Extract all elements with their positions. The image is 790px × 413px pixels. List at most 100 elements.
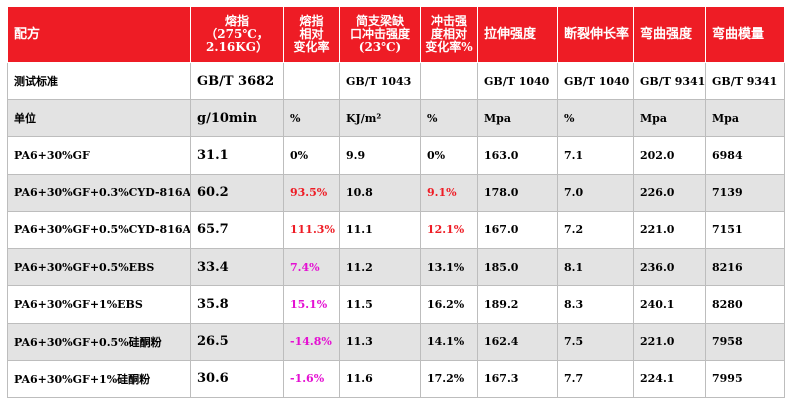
- cell-flex-modulus: 8280: [705, 285, 785, 324]
- table-row: PA6+30%GF+0.3%CYD-816A 60.2 93.5% 10.8 9…: [7, 173, 785, 212]
- cell-mfi: g/10min: [190, 99, 284, 138]
- table-row: PA6+30%GF+0.5%CYD-816A 65.7 111.3% 11.1 …: [7, 210, 785, 250]
- cell-mfi-change: -14.8%: [283, 322, 340, 361]
- cell-impact: 9.9: [339, 136, 421, 175]
- cell-formula: PA6+30%GF+0.5%CYD-816A: [7, 210, 191, 250]
- cell-mfi: 33.4: [190, 248, 284, 287]
- cell-formula: 测试标准: [7, 61, 191, 101]
- cell-mfi: 31.1: [190, 136, 284, 175]
- cell-mfi-change: 7.4%: [283, 248, 340, 287]
- cell-impact: 11.1: [339, 210, 421, 250]
- cell-impact: 10.8: [339, 173, 421, 212]
- cell-elongation: 7.5: [557, 322, 634, 361]
- cell-elongation: 8.3: [557, 285, 634, 324]
- col-header-flex-modulus: 弯曲模量: [705, 6, 785, 63]
- cell-formula: PA6+30%GF+0.5%硅酮粉: [7, 322, 191, 361]
- cell-formula: 单位: [7, 99, 191, 138]
- cell-impact: 11.2: [339, 248, 421, 287]
- cell-flex-strength: 226.0: [633, 173, 706, 212]
- cell-flex-strength: 221.0: [633, 322, 706, 361]
- cell-flex-modulus: 8216: [705, 248, 785, 287]
- cell-mfi-change: [283, 61, 340, 101]
- cell-tensile: Mpa: [477, 99, 558, 138]
- cell-mfi-change: 15.1%: [283, 285, 340, 324]
- table-row: PA6+30%GF 31.1 0% 9.9 0% 163.0 7.1 202.0…: [7, 136, 785, 175]
- col-header-tensile: 拉伸强度: [477, 6, 558, 63]
- cell-elongation: 8.1: [557, 248, 634, 287]
- table-row: PA6+30%GF+0.5%EBS 33.4 7.4% 11.2 13.1% 1…: [7, 248, 785, 287]
- cell-formula: PA6+30%GF+0.5%EBS: [7, 248, 191, 287]
- cell-flex-modulus: 7958: [705, 322, 785, 361]
- col-header-mfi-change: 熔指 相对 变化率: [283, 6, 340, 63]
- cell-flex-modulus: 7151: [705, 210, 785, 250]
- table-row: 单位 g/10min % KJ/m² % Mpa % Mpa Mpa: [7, 99, 785, 138]
- cell-elongation: GB/T 1040: [557, 61, 634, 101]
- cell-tensile: 163.0: [477, 136, 558, 175]
- cell-formula: PA6+30%GF+1%硅酮粉: [7, 359, 191, 399]
- cell-impact-change: 13.1%: [420, 248, 478, 287]
- cell-mfi-change: 0%: [283, 136, 340, 175]
- table-row: PA6+30%GF+1%硅酮粉 30.6 -1.6% 11.6 17.2% 16…: [7, 359, 785, 399]
- cell-mfi: 30.6: [190, 359, 284, 399]
- cell-mfi-change: 111.3%: [283, 210, 340, 250]
- cell-flex-strength: GB/T 9341: [633, 61, 706, 101]
- cell-elongation: 7.0: [557, 173, 634, 212]
- col-header-impact: 简支梁缺 口冲击强度 (23℃): [339, 6, 421, 63]
- cell-impact-change: 17.2%: [420, 359, 478, 399]
- cell-tensile: 178.0: [477, 173, 558, 212]
- cell-flex-strength: 240.1: [633, 285, 706, 324]
- cell-impact-change: 9.1%: [420, 173, 478, 212]
- cell-impact-change: %: [420, 99, 478, 138]
- cell-impact: 11.6: [339, 359, 421, 399]
- cell-mfi: 35.8: [190, 285, 284, 324]
- cell-tensile: GB/T 1040: [477, 61, 558, 101]
- col-header-mfi: 熔指 （275℃， 2.16KG）: [190, 6, 284, 63]
- cell-flex-strength: 236.0: [633, 248, 706, 287]
- col-header-formula: 配方: [7, 6, 191, 63]
- cell-tensile: 189.2: [477, 285, 558, 324]
- col-header-impact-change: 冲击强 度相对 变化率%: [420, 6, 478, 63]
- cell-impact-change: 12.1%: [420, 210, 478, 250]
- cell-impact-change: 14.1%: [420, 322, 478, 361]
- cell-impact: GB/T 1043: [339, 61, 421, 101]
- cell-impact-change: [420, 61, 478, 101]
- cell-flex-modulus: 6984: [705, 136, 785, 175]
- header-row: 配方 熔指 （275℃， 2.16KG） 熔指 相对 变化率 简支梁缺 口冲击强度 (23℃…: [7, 6, 785, 63]
- table-body: 测试标准 GB/T 3682 GB/T 1043 GB/T 1040 GB/T …: [7, 61, 785, 399]
- cell-flex-strength: 202.0: [633, 136, 706, 175]
- cell-flex-modulus: 7139: [705, 173, 785, 212]
- cell-flex-modulus: 7995: [705, 359, 785, 399]
- cell-elongation: %: [557, 99, 634, 138]
- cell-formula: PA6+30%GF+0.3%CYD-816A: [7, 173, 191, 212]
- cell-mfi: GB/T 3682: [190, 61, 284, 101]
- cell-formula: PA6+30%GF+1%EBS: [7, 285, 191, 324]
- cell-mfi: 60.2: [190, 173, 284, 212]
- cell-mfi-change: -1.6%: [283, 359, 340, 399]
- cell-mfi: 65.7: [190, 210, 284, 250]
- col-header-elongation: 断裂伸长率: [557, 6, 634, 63]
- cell-impact-change: 0%: [420, 136, 478, 175]
- cell-impact: KJ/m²: [339, 99, 421, 138]
- cell-impact-change: 16.2%: [420, 285, 478, 324]
- cell-flex-modulus: GB/T 9341: [705, 61, 785, 101]
- cell-flex-strength: 224.1: [633, 359, 706, 399]
- cell-elongation: 7.7: [557, 359, 634, 399]
- cell-flex-strength: 221.0: [633, 210, 706, 250]
- cell-impact: 11.3: [339, 322, 421, 361]
- cell-tensile: 185.0: [477, 248, 558, 287]
- cell-formula: PA6+30%GF: [7, 136, 191, 175]
- cell-mfi-change: %: [283, 99, 340, 138]
- formulation-table: 配方 熔指 （275℃， 2.16KG） 熔指 相对 变化率 简支梁缺 口冲击强度 (23℃…: [7, 6, 785, 399]
- cell-elongation: 7.1: [557, 136, 634, 175]
- table-row: 测试标准 GB/T 3682 GB/T 1043 GB/T 1040 GB/T …: [7, 61, 785, 101]
- cell-flex-strength: Mpa: [633, 99, 706, 138]
- table-row: PA6+30%GF+0.5%硅酮粉 26.5 -14.8% 11.3 14.1%…: [7, 322, 785, 361]
- table-row: PA6+30%GF+1%EBS 35.8 15.1% 11.5 16.2% 18…: [7, 285, 785, 324]
- cell-tensile: 167.3: [477, 359, 558, 399]
- cell-mfi: 26.5: [190, 322, 284, 361]
- cell-impact: 11.5: [339, 285, 421, 324]
- col-header-flex-strength: 弯曲强度: [633, 6, 706, 63]
- cell-elongation: 7.2: [557, 210, 634, 250]
- cell-flex-modulus: Mpa: [705, 99, 785, 138]
- cell-mfi-change: 93.5%: [283, 173, 340, 212]
